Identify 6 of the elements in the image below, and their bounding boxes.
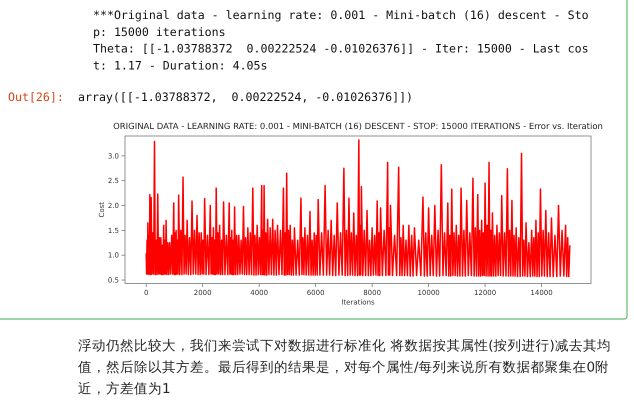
text: Out[26]: (8, 90, 64, 104)
text: ***Original data - learning rate: 0.001 - Mini-batch (16) descent - Stop: 15000 iterations (93, 8, 589, 39)
text: Theta: [[-1.03788372 0.00222524 -0.01026376]] - Iter: 15000 - Last cost: 1.17 - Duration: 4.05s (93, 42, 589, 72)
chart-title: ORIGINAL DATA - LEARNING RATE: 0.001 - MINI-BATCH (16) DESCENT - STOP: 15000 ITERATIONS - Error vs. Iteration (113, 121, 603, 131)
text: array([[-1.03788372, 0.00222524, -0.01026376]]) (78, 90, 414, 104)
text: 浮动仍然比较大，我们来尝试下对数据进行标准化 将数据按其属性(按列进行)减去其均值，然后除以其方差。最后得到的结果是，对每个属性/每列来说所有数据都聚集在0附近，方差值为1 (78, 338, 611, 397)
